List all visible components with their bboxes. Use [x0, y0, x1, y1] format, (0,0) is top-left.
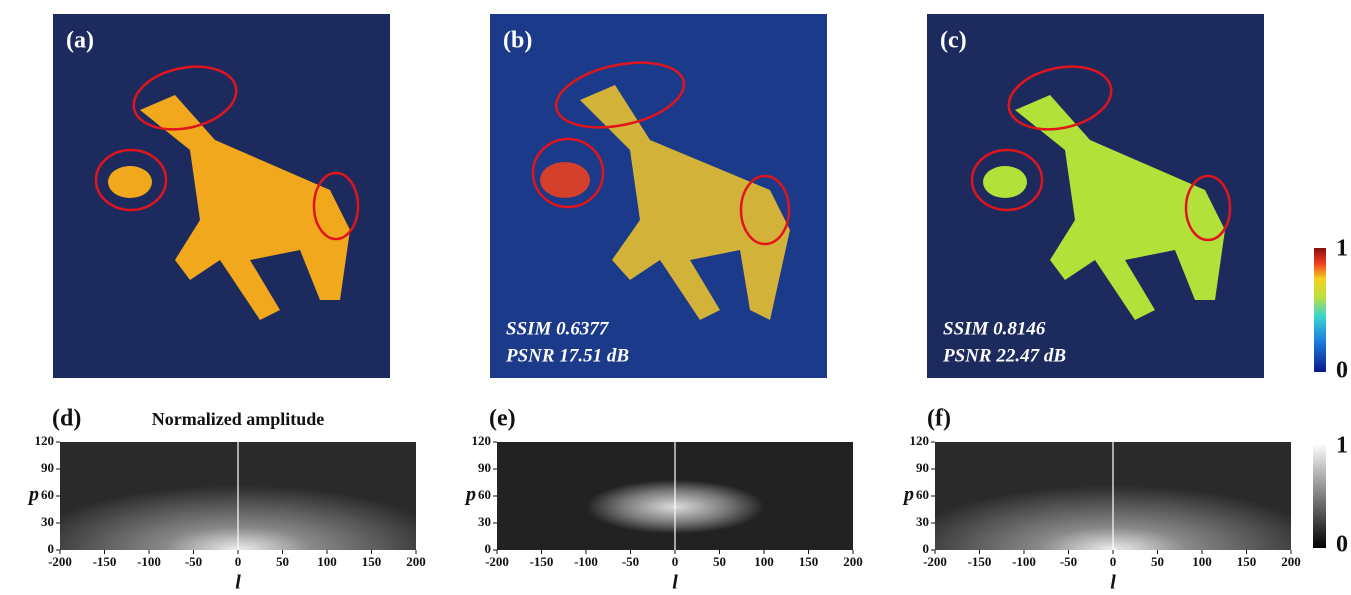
colorbar-tick-label: 1: [1336, 433, 1348, 459]
x-tick-label: 50: [276, 554, 289, 569]
panel-label: (b): [503, 28, 532, 54]
x-tick-label: -150: [530, 554, 554, 569]
x-tick-label: 200: [406, 554, 426, 569]
y-axis-label: p: [902, 484, 914, 506]
x-tick-label: 100: [317, 554, 337, 569]
y-tick-label: 0: [923, 541, 930, 556]
colorbar-tick-label: 0: [1336, 532, 1348, 558]
x-tick-label: -200: [485, 554, 509, 569]
x-tick-label: -100: [574, 554, 598, 569]
x-axis-label: l: [1110, 572, 1116, 594]
y-tick-label: 120: [910, 433, 930, 448]
y-tick-label: 90: [478, 460, 491, 475]
spectrum-label: (d): [52, 406, 81, 432]
colorbar-tick-label: 1: [1336, 236, 1348, 262]
y-tick-label: 30: [916, 514, 929, 529]
x-tick-label: 200: [1281, 554, 1301, 569]
x-tick-label: 150: [1237, 554, 1257, 569]
x-tick-label: 150: [362, 554, 382, 569]
metric: SSIM 0.6377: [506, 318, 610, 339]
y-tick-label: 90: [916, 460, 929, 475]
colorbar-tick-label: 0: [1336, 358, 1348, 384]
x-tick-label: 0: [672, 554, 679, 569]
y-tick-label: 120: [35, 433, 55, 448]
y-axis-label: p: [464, 484, 476, 506]
x-tick-label: 0: [1110, 554, 1117, 569]
x-tick-label: -200: [48, 554, 72, 569]
x-tick-label: 150: [799, 554, 819, 569]
y-tick-label: 30: [41, 514, 54, 529]
x-tick-label: 200: [843, 554, 863, 569]
y-tick-label: 90: [41, 460, 54, 475]
amplitude-colorbar: [1313, 443, 1326, 548]
y-tick-label: 0: [485, 541, 492, 556]
metric: PSNR 17.51 dB: [505, 345, 629, 366]
x-axis-label: l: [235, 572, 241, 594]
metric: SSIM 0.8146: [943, 318, 1046, 339]
y-tick-label: 60: [478, 487, 491, 502]
y-axis-label: p: [27, 484, 39, 506]
x-tick-label: -50: [1060, 554, 1077, 569]
figure: (a) (b) SSIM 0.6377 PSNR 17.51 dB (c) SSIM 0.…: [0, 0, 1351, 595]
x-tick-label: -150: [93, 554, 117, 569]
spectrum-label: (e): [489, 406, 516, 432]
x-tick-label: 50: [1151, 554, 1164, 569]
panel-label: (a): [66, 28, 94, 54]
y-tick-label: 0: [48, 541, 55, 556]
x-axis-label: l: [672, 572, 678, 594]
x-tick-label: -100: [1012, 554, 1036, 569]
y-tick-label: 120: [472, 433, 492, 448]
x-tick-label: -100: [137, 554, 161, 569]
x-tick-label: -50: [185, 554, 202, 569]
x-tick-label: 0: [235, 554, 242, 569]
y-tick-label: 60: [916, 487, 929, 502]
x-tick-label: 50: [713, 554, 726, 569]
y-tick-label: 60: [41, 487, 54, 502]
x-tick-label: -50: [622, 554, 639, 569]
x-tick-label: -200: [923, 554, 947, 569]
x-tick-label: 100: [754, 554, 774, 569]
metric: PSNR 22.47 dB: [942, 345, 1066, 366]
colorbar: [1314, 248, 1326, 372]
spectrum-label: (f): [927, 406, 951, 432]
x-tick-label: -150: [968, 554, 992, 569]
y-tick-label: 30: [478, 514, 491, 529]
x-tick-label: 100: [1192, 554, 1212, 569]
spectra-title: Normalized amplitude: [152, 409, 325, 429]
panel-label: (c): [940, 28, 967, 54]
